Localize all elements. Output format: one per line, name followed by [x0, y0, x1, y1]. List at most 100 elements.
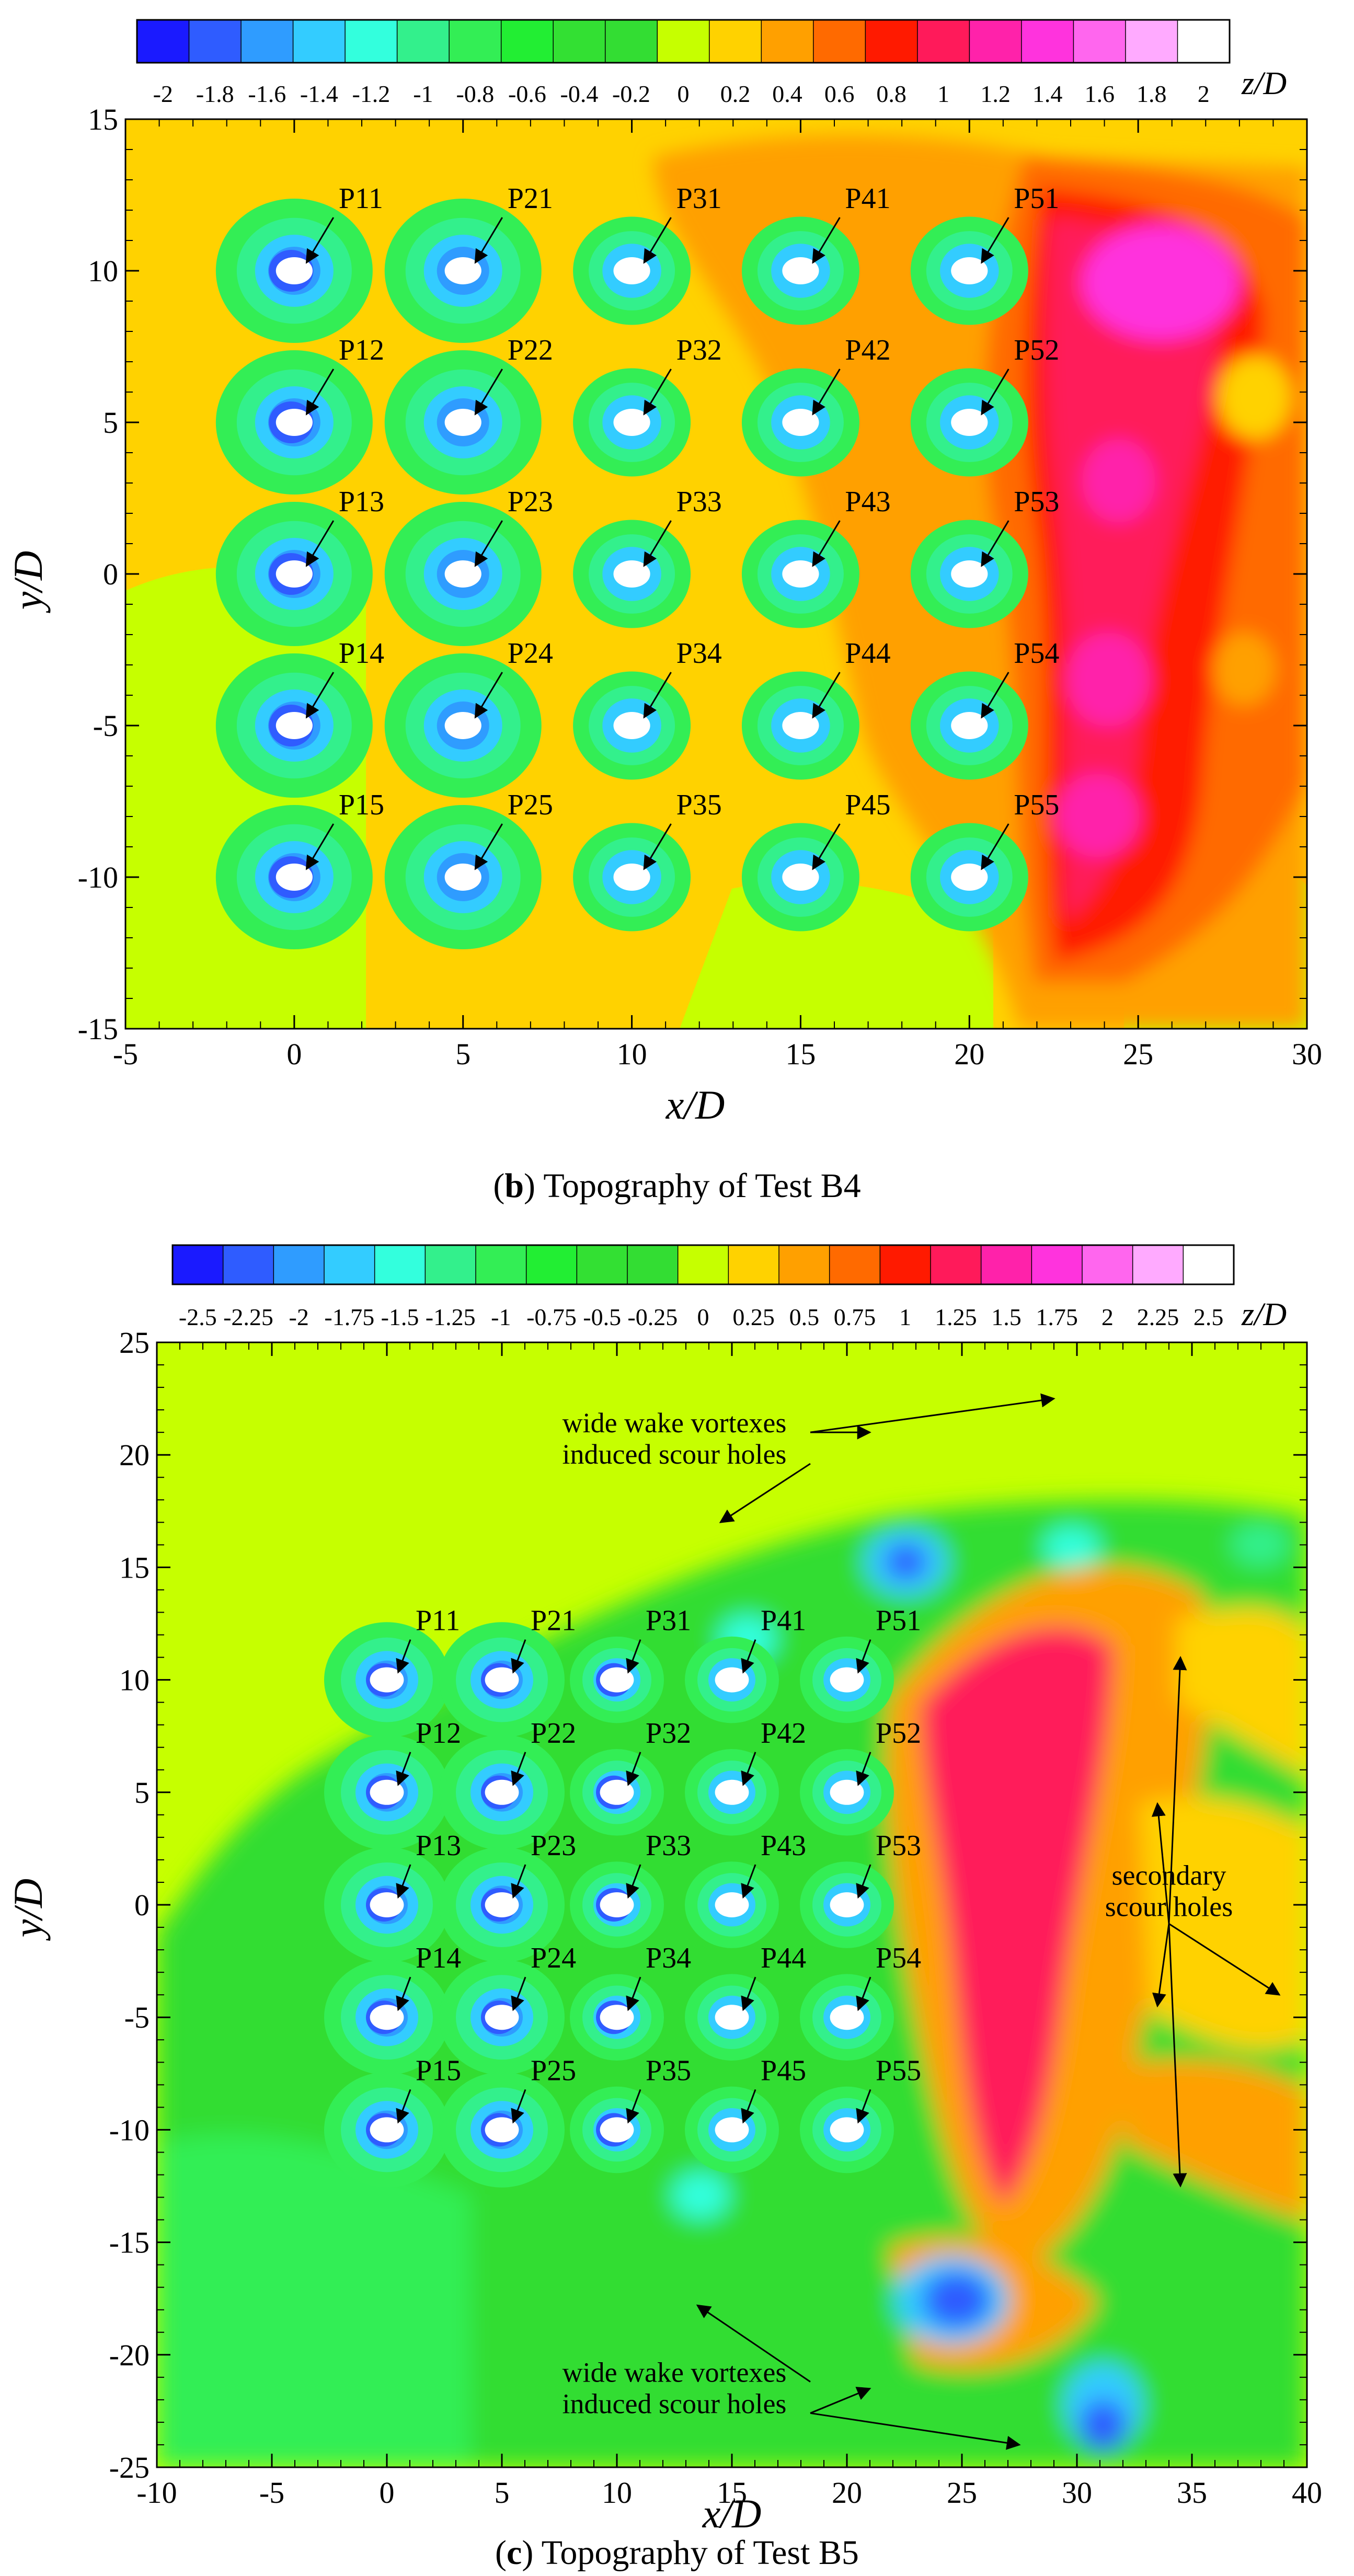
- pile-marker: [830, 1892, 864, 1917]
- pile-label: P11: [339, 182, 383, 215]
- pile-label-arrow: [856, 1976, 871, 2011]
- pile-marker: [613, 257, 650, 284]
- axes-b5: -10 -5 0 5 10 15 20 25 30 35 40 -25 -20 -15 -10 -5 0 5 10 1…: [109, 1326, 1322, 2510]
- x-tick-label: 15: [785, 1037, 816, 1071]
- pile-label-arrow: [643, 672, 672, 719]
- pile-label-arrow: [856, 2089, 871, 2124]
- pile-marker: [600, 2005, 634, 2030]
- colorbar-swatch: [577, 1245, 628, 1284]
- x-tick-label: -5: [259, 2476, 284, 2510]
- y-tick-label: 15: [88, 102, 118, 136]
- y-tick-label: -5: [93, 709, 118, 743]
- pile-label: P41: [845, 182, 890, 215]
- colorbar-tick-label: -0.4: [560, 80, 599, 107]
- colorbar-b4: -2 -1.8 -1.6 -1.4 -1.2 -1 -0.8 -0.6 -0.4 -0.2 0 0.2…: [136, 19, 1231, 107]
- colorbar-swatch: [880, 1245, 931, 1284]
- pile-marker: [444, 409, 481, 436]
- colorbar-swatch: [1073, 20, 1126, 63]
- annotation-text: induced scour holes: [563, 1439, 787, 1470]
- pile-label: P43: [845, 486, 890, 518]
- colorbar-tick-label: 0.4: [772, 80, 802, 107]
- colorbar-swatch: [345, 20, 398, 63]
- colorbar-swatch: [1082, 1245, 1133, 1284]
- y-tick-label: -5: [124, 2000, 150, 2034]
- pile-label-arrow: [305, 369, 335, 416]
- pile-label: P45: [761, 2054, 806, 2087]
- pile-marker: [370, 2117, 404, 2143]
- pile-marker: [782, 560, 819, 588]
- pile-label-arrow: [474, 369, 503, 416]
- pile-marker: [600, 2117, 634, 2143]
- pile-label-arrow: [626, 1639, 641, 1674]
- pile-marker: [600, 1779, 634, 1805]
- pile-label: P45: [845, 789, 890, 821]
- pile-label: P31: [646, 1605, 691, 1637]
- colorbar-tick-label: 0.6: [824, 80, 855, 107]
- y-tick-label: 15: [119, 1550, 150, 1584]
- pile-label: P54: [1014, 637, 1059, 670]
- colorbar-swatch: [425, 1245, 476, 1284]
- colorbar-swatch: [553, 20, 606, 63]
- x-axis-label-b5: x/D: [702, 2491, 762, 2536]
- colorbar-tick-label: -1.75: [324, 1304, 374, 1330]
- pile-label-arrow: [812, 520, 841, 567]
- pile-label-arrow: [474, 823, 503, 870]
- pile-label-arrow: [626, 1976, 641, 2011]
- pile-marker: [951, 409, 988, 436]
- pile-label: P25: [531, 2054, 576, 2087]
- x-tick-label: 0: [286, 1037, 302, 1071]
- pile-marker: [715, 2005, 749, 2030]
- x-tick-label: -10: [136, 2476, 177, 2510]
- colorbar-b5: -2.5 -2.25 -2 -1.75 -1.5 -1.25 -1 -0.75 -0.5 -0.2…: [171, 1244, 1235, 1330]
- pile-marker: [444, 864, 481, 891]
- pile-marker: [444, 257, 481, 284]
- colorbar-swatch: [324, 1245, 375, 1284]
- subtitle-b5: (c) Topography of Test B5: [495, 2534, 859, 2572]
- colorbar-swatch: [501, 20, 554, 63]
- x-tick-label: 15: [717, 2476, 747, 2510]
- piles-b5: P11 P21 P31 P41 P51 P12 P22 P32 P42 P52 P13 P23 P33 P…: [370, 1605, 921, 2143]
- colorbar-label-b4: z/D: [1241, 66, 1287, 101]
- pile-label-arrow: [626, 1752, 641, 1786]
- colorbar-swatch: [449, 20, 502, 63]
- pile-label: P51: [876, 1605, 921, 1637]
- annotation-arrow: [810, 2387, 871, 2414]
- pile-label-arrow: [305, 823, 335, 870]
- annotation-arrow: [1168, 1655, 1187, 1924]
- x-tick-label: 10: [602, 2476, 632, 2510]
- pile-marker: [600, 1892, 634, 1917]
- colorbar-tick-label: -0.8: [456, 80, 494, 107]
- colorbar-swatch: [605, 20, 658, 63]
- panel-b4: -2 -1.8 -1.6 -1.4 -1.2 -1 -0.8 -0.6 -0.4 -0.2 0 0.2…: [5, 19, 1322, 1205]
- pile-label: P55: [876, 2054, 921, 2087]
- colorbar-swatch: [678, 1245, 729, 1284]
- colorbar-swatch: [1177, 20, 1230, 63]
- pile-marker: [485, 1779, 519, 1805]
- pile-label-arrow: [643, 369, 672, 416]
- pile-label-arrow: [511, 1752, 526, 1786]
- pile-label: P42: [761, 1717, 806, 1750]
- annotation-text: wide wake vortexes: [563, 1407, 787, 1439]
- pile-label-arrow: [396, 1752, 411, 1786]
- pile-label-arrow: [474, 672, 503, 719]
- colorbar-swatch: [374, 1245, 426, 1284]
- colorbar-swatch: [627, 1245, 679, 1284]
- colorbar-swatch: [476, 1245, 527, 1284]
- x-tick-label: 5: [455, 1037, 471, 1071]
- pile-label-arrow: [396, 2089, 411, 2124]
- colorbar-tick-label: -1.5: [381, 1304, 419, 1330]
- pile-label: P55: [1014, 789, 1059, 821]
- colorbar-swatch: [917, 20, 970, 63]
- pile-marker: [613, 864, 650, 891]
- pile-label-arrow: [812, 217, 841, 264]
- pile-marker: [276, 409, 313, 436]
- pile-label: P14: [416, 1942, 461, 1974]
- annotation-text: induced scour holes: [563, 2388, 787, 2419]
- annotation-text: wide wake vortexes: [563, 2356, 787, 2388]
- subtitle-letter-b4: b: [504, 1167, 524, 1205]
- pile-marker: [613, 712, 650, 739]
- pile-marker: [782, 257, 819, 284]
- pile-label: P32: [646, 1717, 691, 1750]
